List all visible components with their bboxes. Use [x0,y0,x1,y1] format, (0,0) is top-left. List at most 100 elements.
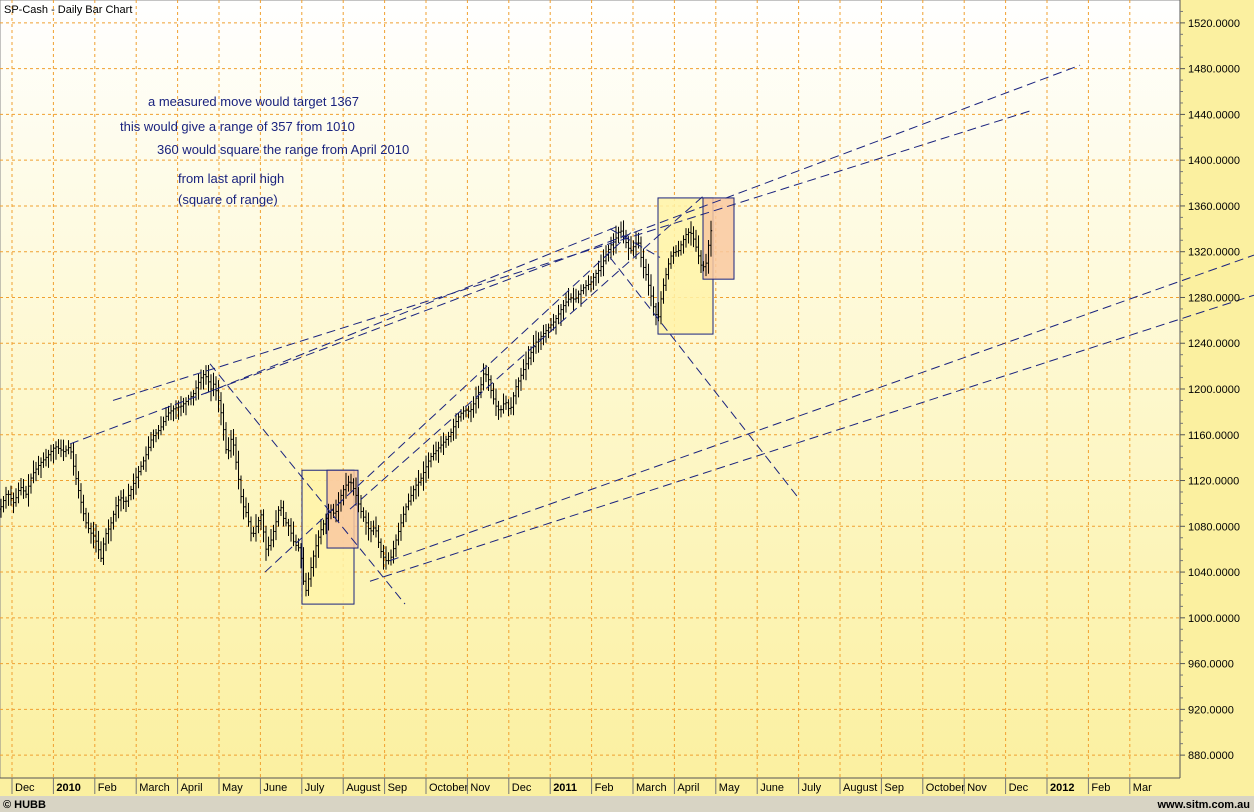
price-bar [572,287,575,311]
price-bar [469,403,473,423]
price-bar [517,377,520,398]
price-bars [0,220,713,597]
price-bar [234,437,238,470]
price-bar [54,441,58,460]
price-bar [592,273,595,290]
price-bar [524,351,528,381]
price-bar [652,286,655,316]
x-tick-label: October [926,782,965,794]
y-tick-label: 1000.0000 [1188,613,1240,625]
price-bar [9,485,13,506]
price-bar [569,293,573,303]
price-bar [544,324,548,343]
price-bar [702,261,705,272]
price-bar [377,525,380,548]
price-bar [257,516,260,534]
price-bar [164,407,168,426]
price-bar [407,493,410,511]
price-bar [2,496,5,513]
price-bar [522,359,525,380]
price-bar [579,284,583,307]
price-bar [527,346,530,370]
price-bar [369,521,373,543]
price-bar [72,442,75,476]
price-bar [374,516,378,538]
price-bar [547,323,550,339]
y-tick-label: 1280.0000 [1188,292,1240,304]
price-bar [219,392,223,426]
price-bar [17,482,20,504]
price-bar [207,364,210,392]
price-bar [112,510,115,530]
price-bar [279,499,283,517]
price-bar [649,274,653,307]
price-bar [477,385,480,409]
price-bar [677,240,680,257]
price-bar [309,557,313,587]
price-bar [182,397,185,413]
price-bar [627,236,630,261]
price-bar [482,363,485,391]
grid [0,0,1180,778]
price-bar [32,460,35,484]
y-tick-label: 1160.0000 [1188,430,1239,442]
price-bar [144,446,148,472]
price-bar [682,235,685,254]
price-bar [89,522,93,544]
price-bar [142,456,145,470]
price-bar [589,276,593,293]
x-tick-label: 2011 [553,782,577,794]
price-bar [412,485,415,502]
price-bar [74,454,78,486]
range-boxes [301,197,735,605]
price-bar [269,528,273,551]
price-bar [557,304,560,325]
price-bar [322,519,325,536]
price-bar [564,292,568,313]
price-bar [324,513,328,535]
price-bar [99,541,103,562]
x-tick-label: Feb [595,782,614,794]
price-bar [139,461,143,476]
price-bar [504,395,508,410]
price-bar [134,467,138,495]
price-bar [642,248,645,279]
trendline [264,228,636,573]
price-bar [149,432,153,452]
price-bar [82,494,85,522]
x-axis: Dec 2010 Feb March April May June July August Sep… [0,777,1180,794]
price-bar [267,536,270,557]
price-bar [357,487,360,513]
price-bar [44,448,48,467]
trendline [609,228,661,258]
price-bar [119,490,123,512]
price-bar [667,258,670,280]
price-bar [417,470,420,497]
price-bar [239,475,243,504]
price-bar [429,452,433,468]
price-bar [69,443,73,460]
price-bar [0,498,3,518]
trendline [204,224,621,395]
price-bar [554,315,558,335]
price-bar [509,397,513,415]
price-bar [109,516,113,542]
price-bar [157,425,160,440]
price-bar [284,511,288,527]
price-bar [474,386,478,414]
price-bar [237,450,240,490]
price-bar [669,251,673,269]
price-bar [117,495,120,519]
price-bar [394,534,398,557]
price-bar [154,429,158,443]
price-bar [464,405,468,418]
price-bar [42,452,45,468]
price-bar [487,367,490,392]
price-bar [562,299,565,320]
price-bar [519,367,523,391]
price-bar [629,236,633,254]
x-tick-label: 2010 [56,782,80,794]
trendline [209,363,406,605]
price-bar [147,436,150,460]
